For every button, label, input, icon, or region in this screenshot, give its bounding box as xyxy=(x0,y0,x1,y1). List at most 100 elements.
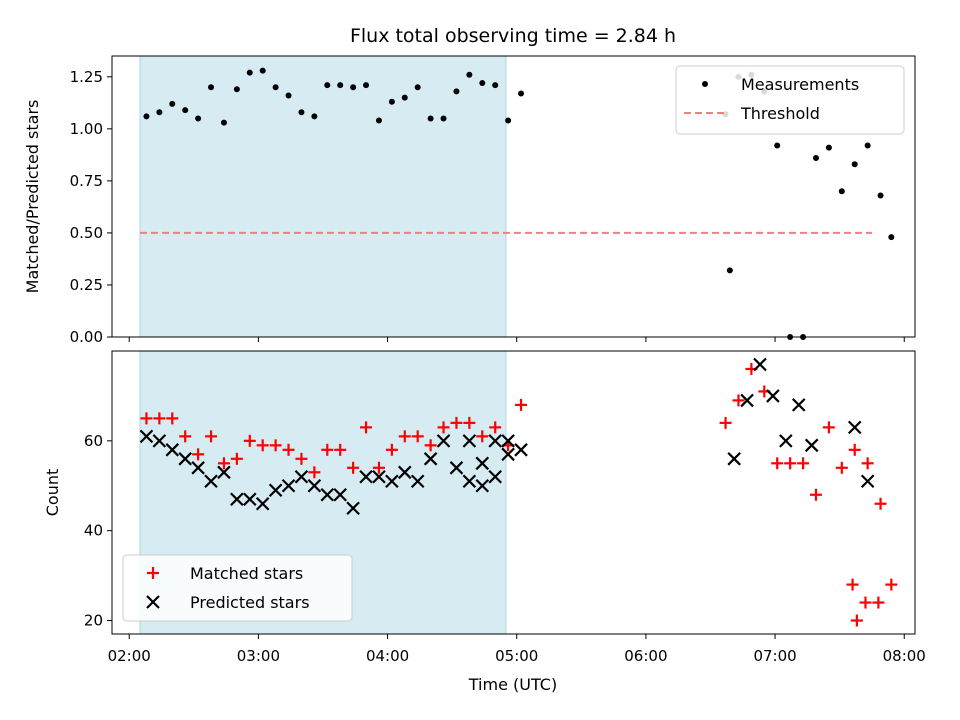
predicted-star-point xyxy=(410,474,425,489)
matched-star-point xyxy=(230,452,243,465)
measurement-point xyxy=(518,90,525,97)
predicted-star-point xyxy=(462,434,477,448)
measurement-point xyxy=(272,84,279,91)
measurement-point xyxy=(208,84,215,91)
predicted-star-point xyxy=(791,398,806,412)
bottom-x-tick-label: 08:00 xyxy=(883,647,926,665)
predicted-star-point xyxy=(333,487,347,502)
top-y-ticks: 0.00 0.25 0.50 0.75 1.00 1.25 xyxy=(70,68,112,346)
predicted-star-point xyxy=(501,434,515,448)
predicted-star-point xyxy=(230,492,244,507)
matched-star-point xyxy=(809,488,822,501)
matched-star-point xyxy=(217,457,230,470)
measurement-point xyxy=(505,117,512,124)
matched-star-point xyxy=(784,457,797,470)
matched-star-point xyxy=(850,614,863,627)
observing-window-shade-top xyxy=(139,55,507,338)
bottom-y-ticks: 20 40 60 xyxy=(84,432,112,630)
predicted-star-point xyxy=(488,434,502,448)
measurement-point xyxy=(414,84,421,91)
bottom-y-tick-label: 60 xyxy=(84,432,103,450)
top-legend-box xyxy=(675,65,905,135)
measurement-point xyxy=(726,267,733,274)
matched-star-point xyxy=(256,439,269,452)
measurement-point xyxy=(388,98,395,105)
predicted-star-point xyxy=(436,434,451,448)
measurement-point xyxy=(363,82,370,89)
measurement-point xyxy=(812,154,819,161)
measurement-point xyxy=(169,100,176,107)
matched-star-point xyxy=(153,412,166,425)
top-y-tick-label: 1.00 xyxy=(70,120,103,138)
top-y-tick-label: 0.50 xyxy=(70,224,103,242)
matched-star-point xyxy=(861,457,874,470)
bottom-x-tick-label: 04:00 xyxy=(366,647,409,665)
predicted-star-point xyxy=(243,492,257,507)
matched-star-point xyxy=(282,443,295,456)
bottom-x-tick-label: 03:00 xyxy=(237,647,280,665)
top-y-tick-label: 0.25 xyxy=(70,276,103,294)
measurement-point xyxy=(195,115,202,122)
matched-star-point xyxy=(463,416,476,429)
predicted-star-point xyxy=(294,469,309,484)
bottom-y-axis-label: Count xyxy=(43,469,62,517)
measurement-point xyxy=(838,188,845,195)
top-axes-frame xyxy=(111,55,916,338)
legend-measurements-marker xyxy=(702,81,708,87)
bottom-x-tick-label: 06:00 xyxy=(624,647,667,665)
matched-star-point xyxy=(243,434,256,447)
legend-matched-label: Matched stars xyxy=(190,564,303,583)
matched-star-point xyxy=(308,466,321,479)
bottom-axes-frame xyxy=(111,350,916,635)
matched-star-point xyxy=(874,497,887,510)
predicted-star-point xyxy=(779,434,793,448)
matched-star-point xyxy=(515,398,528,411)
predicted-star-point xyxy=(501,447,515,462)
legend-threshold-label: Threshold xyxy=(740,104,820,123)
bottom-panel: 20 40 60 02:00 03:00 04:00 05:00 06:00 07:00 08:… xyxy=(43,350,926,694)
matched-star-point xyxy=(437,421,450,434)
bottom-x-ticks: 02:00 03:00 04:00 05:00 06:00 07:00 08:00 xyxy=(108,634,926,665)
matched-star-point xyxy=(450,416,463,429)
predicted-star-point xyxy=(178,452,192,466)
measurement-point xyxy=(440,115,447,122)
matched-star-point xyxy=(179,430,192,443)
predicted-star-point xyxy=(398,465,412,480)
predicted-star-point xyxy=(847,420,862,435)
predicted-star-point xyxy=(307,478,322,493)
bottom-x-tick-label: 07:00 xyxy=(753,647,796,665)
matched-star-point xyxy=(385,443,398,456)
predicted-star-point xyxy=(475,478,490,493)
matched-star-point xyxy=(192,448,205,461)
matched-star-point xyxy=(476,430,489,443)
chart-title: Flux total observing time = 2.84 h xyxy=(350,25,676,47)
predicted-star-point xyxy=(740,393,754,408)
matched-star-point xyxy=(166,412,179,425)
matched-star-point xyxy=(347,461,360,474)
predicted-star-point xyxy=(860,474,875,489)
matched-star-point xyxy=(372,461,385,474)
measurement-point xyxy=(298,109,305,116)
predicted-star-point xyxy=(514,443,528,457)
measurement-point xyxy=(466,71,473,78)
measurement-point xyxy=(246,69,253,76)
measurement-point xyxy=(156,109,163,116)
predicted-star-point xyxy=(462,474,477,489)
predicted-star-point xyxy=(488,469,502,484)
measurement-point xyxy=(259,67,266,74)
matched-star-point xyxy=(411,430,424,443)
matched-star-point xyxy=(822,421,835,434)
top-legend: Measurements Threshold xyxy=(675,65,905,135)
predicted-star-point xyxy=(217,465,231,480)
measurement-point xyxy=(877,192,884,199)
predicted-star-point xyxy=(727,452,741,466)
measurement-point xyxy=(851,161,858,168)
matched-star-point xyxy=(269,439,282,452)
predicted-star-point xyxy=(268,483,283,498)
legend-predicted-marker xyxy=(146,595,160,609)
measurement-point xyxy=(337,82,344,89)
matched-star-point xyxy=(360,421,373,434)
matched-star-point xyxy=(872,596,885,609)
predicted-star-point xyxy=(152,434,167,448)
matched-star-point xyxy=(835,461,848,474)
